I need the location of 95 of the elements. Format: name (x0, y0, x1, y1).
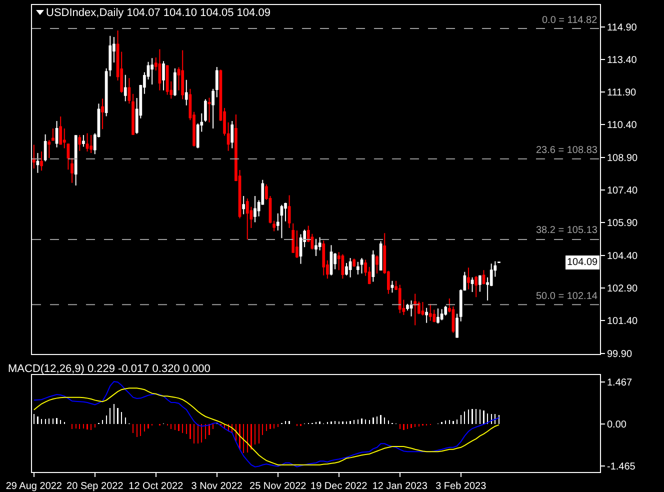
candlestick (82, 134, 85, 148)
x-tick-label: 12 Jan 2023 (372, 481, 428, 492)
candlestick (376, 254, 378, 274)
candlestick (44, 134, 47, 162)
x-tick-label: 20 Sep 2022 (66, 481, 124, 492)
candlestick (184, 79, 188, 106)
x-tick-label: 12 Oct 2022 (128, 481, 184, 492)
candlestick (410, 300, 413, 317)
candlestick (48, 139, 51, 159)
annotation: 104.09 (567, 257, 598, 268)
candlestick (90, 134, 93, 154)
candlestick (52, 128, 54, 142)
candlestick (124, 74, 127, 102)
candlestick (174, 68, 176, 97)
candlestick (254, 195, 256, 223)
candlestick (421, 301, 424, 316)
candlestick (330, 244, 333, 276)
candlestick (390, 280, 394, 294)
candlestick (356, 261, 360, 276)
y-tick-label: 110.40 (607, 120, 638, 132)
candlestick (478, 274, 482, 292)
y-tick-label: 102.90 (607, 284, 638, 295)
candlestick (132, 93, 134, 136)
candlestick (162, 60, 165, 91)
ref-line-label: 23.6 = 108.83 (536, 145, 598, 156)
x-tick-label: 19 Dec 2022 (310, 481, 368, 492)
y-tick-label: 107.40 (607, 186, 638, 197)
candlestick (59, 116, 62, 146)
ref-line-label: 0.0 = 114.82 (542, 15, 598, 26)
candlestick (348, 257, 352, 278)
y-tick-label: 108.90 (607, 152, 638, 164)
chart-title: USDIndex,Daily 104.07 104.10 104.05 104.09 (46, 6, 270, 19)
candlestick (204, 98, 207, 122)
candlestick (150, 58, 154, 85)
candlestick (341, 254, 344, 280)
candlestick (70, 158, 74, 184)
y-tick-label: 0.00 (607, 420, 627, 431)
candlestick (428, 303, 432, 322)
y-tick-label: 113.40 (607, 54, 638, 66)
candlestick (467, 267, 470, 290)
candlestick (208, 97, 211, 123)
candlestick (398, 284, 402, 314)
candlestick (299, 234, 302, 264)
candlestick (32, 144, 36, 170)
candlestick (482, 270, 486, 285)
candlestick (470, 276, 474, 292)
candlestick (40, 151, 43, 172)
candlestick (166, 64, 169, 96)
candlestick (242, 195, 245, 215)
candlestick (314, 238, 318, 257)
y-tick-label: 105.90 (607, 218, 638, 230)
candlestick (212, 88, 215, 129)
chart-title: MACD(12,26,9) 0.229 -0.017 0.320 0.000 (8, 362, 210, 375)
candlestick (101, 98, 104, 130)
y-tick-label: 104.40 (607, 250, 638, 262)
candlestick (456, 313, 458, 338)
x-tick-label: 25 Nov 2022 (250, 481, 307, 492)
candlestick (288, 194, 291, 228)
candlestick (128, 78, 131, 104)
x-tick-label: 3 Nov 2022 (191, 481, 243, 492)
candlestick (86, 132, 89, 152)
candlestick (432, 309, 436, 323)
candlestick (36, 152, 40, 174)
candlestick (345, 262, 348, 276)
y-tick-label: 99.90 (607, 348, 632, 360)
candlestick (272, 220, 276, 232)
candlestick (414, 293, 417, 326)
candlestick (230, 120, 234, 149)
candlestick (440, 308, 444, 321)
x-tick-label: 3 Feb 2023 (436, 481, 487, 492)
ref-line-label: 38.2 = 105.13 (536, 225, 598, 236)
candlestick (78, 134, 82, 152)
candlestick (226, 122, 230, 152)
candlestick (474, 276, 478, 298)
y-tick-label: -1.465 (607, 462, 636, 473)
y-tick-label: 114.90 (607, 22, 638, 34)
x-tick-label: 29 Aug 2022 (6, 481, 62, 492)
candlestick (280, 204, 284, 239)
candlestick (55, 120, 58, 148)
ref-line-label: 50.0 = 102.14 (536, 291, 598, 302)
candlestick (181, 50, 184, 100)
candlestick (215, 66, 218, 98)
candlestick (372, 250, 375, 282)
y-tick-label: 101.40 (607, 316, 638, 328)
y-tick-label: 111.90 (607, 88, 637, 99)
candlestick (425, 307, 428, 324)
candlestick (360, 257, 364, 274)
y-tick-label: 1.467 (607, 378, 632, 389)
candlestick (322, 240, 326, 276)
candlestick (74, 134, 78, 186)
candlestick (352, 258, 356, 268)
candlestick (246, 198, 249, 240)
candlestick (66, 142, 70, 170)
candlestick (158, 48, 162, 91)
candlestick (436, 308, 440, 324)
